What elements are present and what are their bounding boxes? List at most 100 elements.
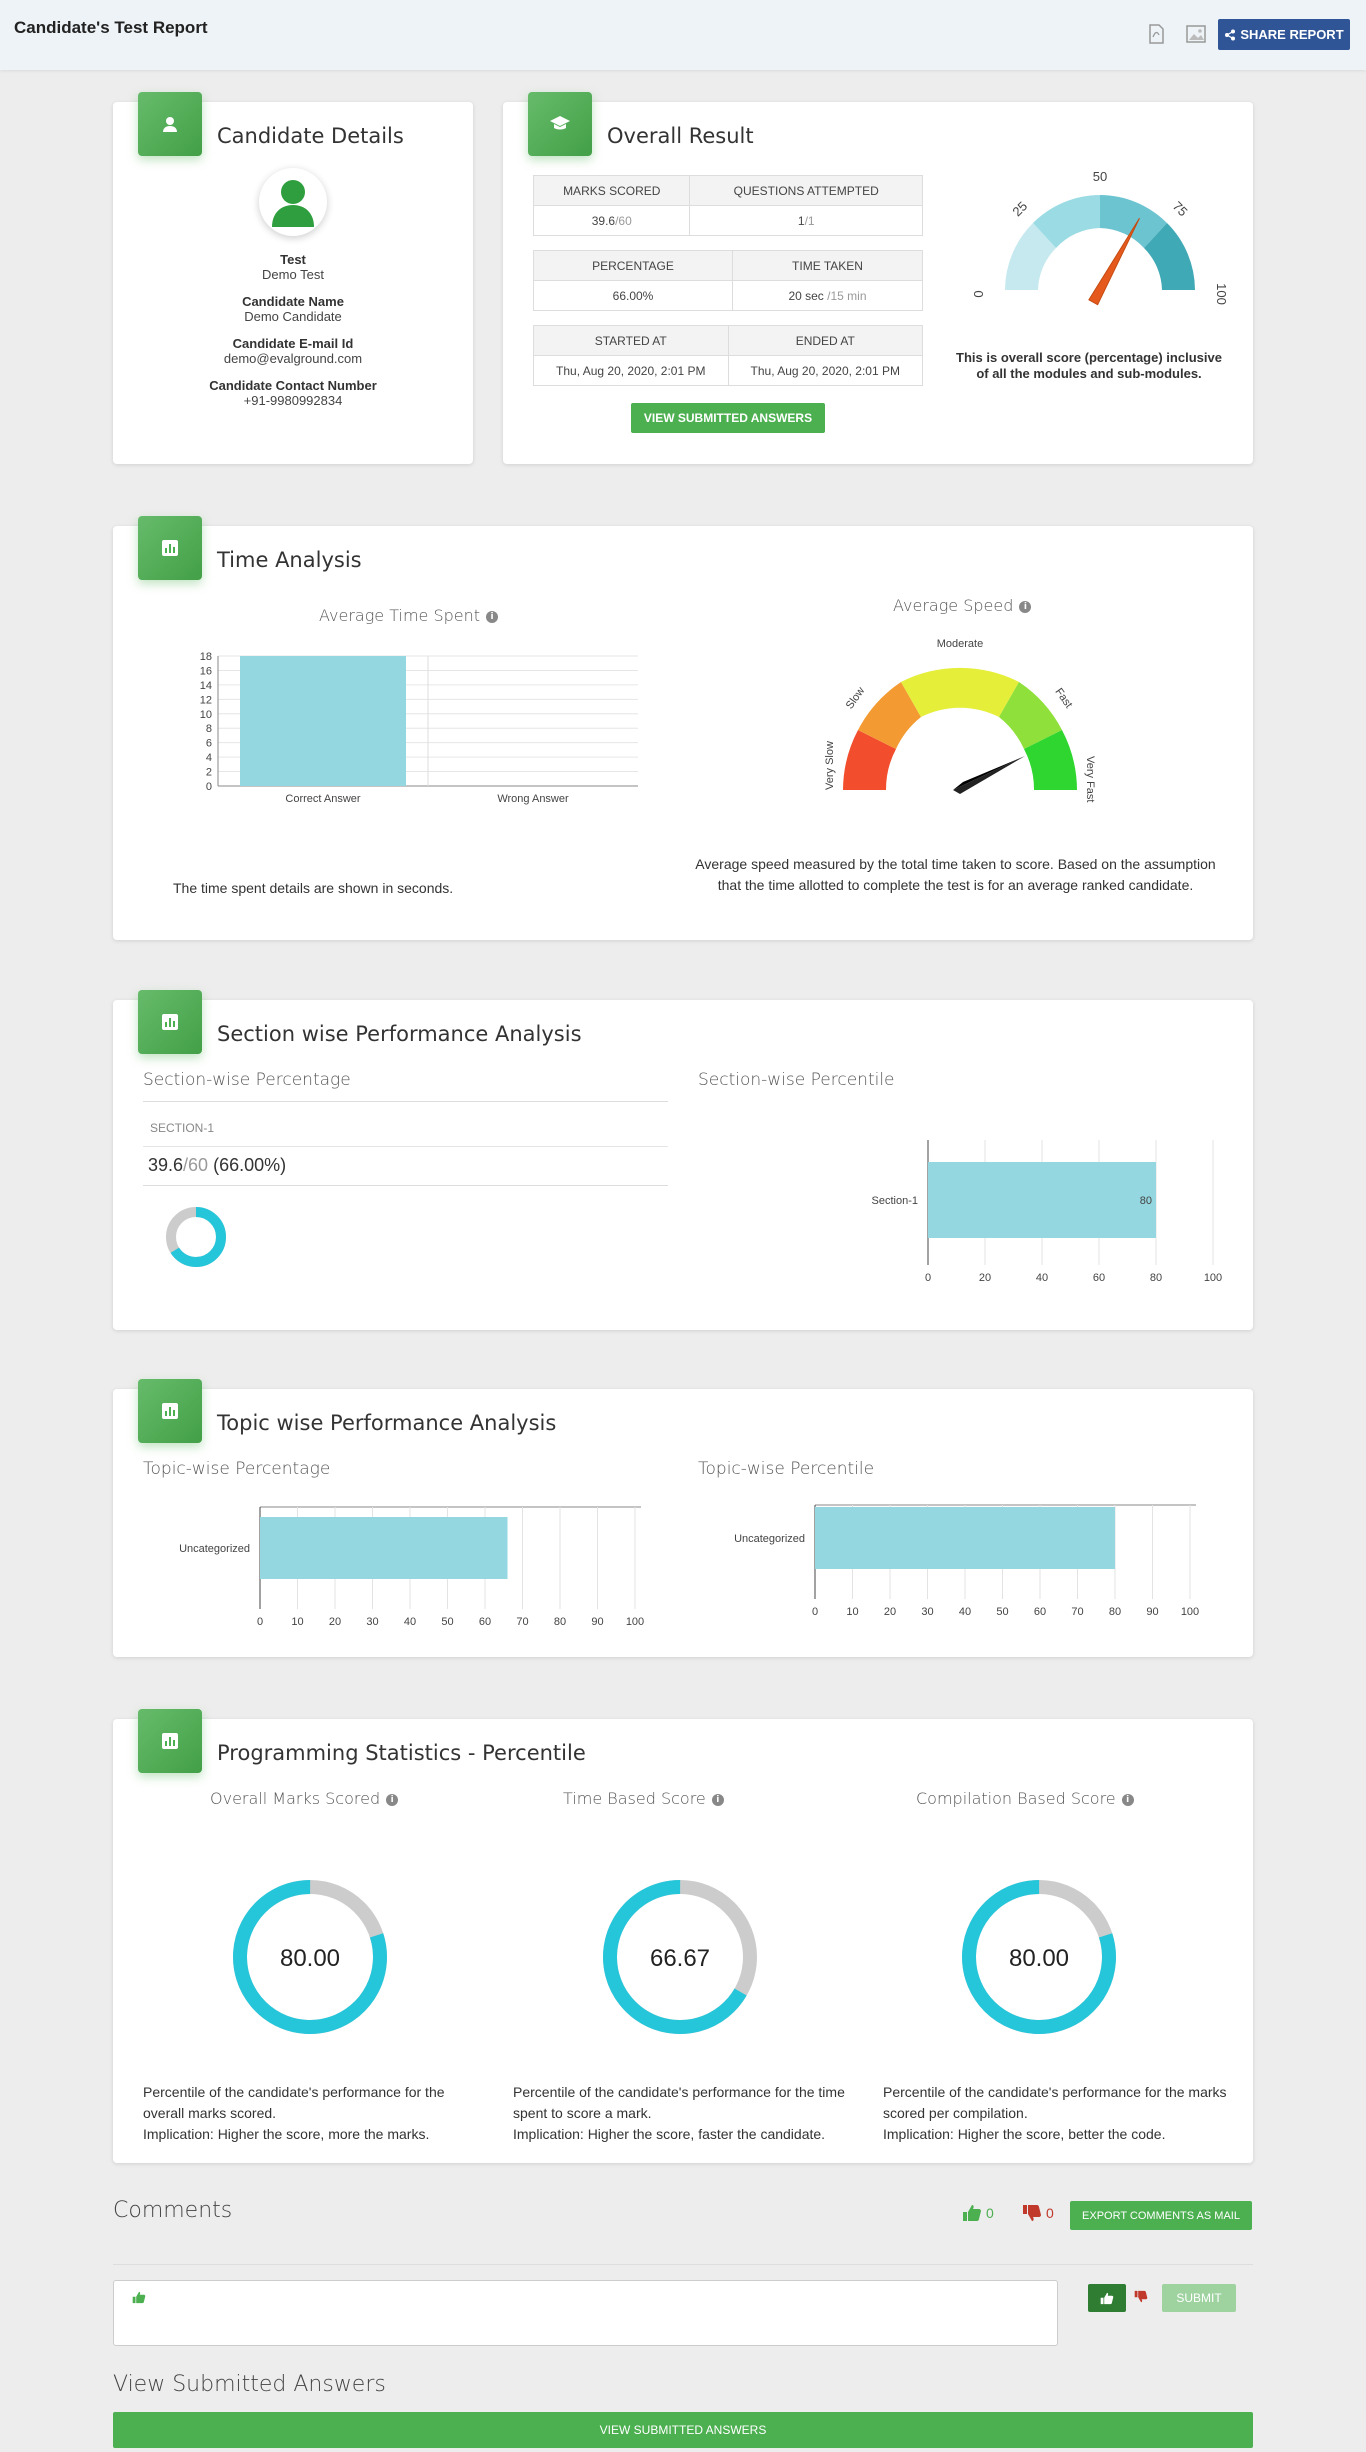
pdf-download-icon[interactable] bbox=[1142, 20, 1170, 48]
comment-textarea[interactable] bbox=[113, 2280, 1058, 2346]
marks-scored-header: MARKS SCORED bbox=[532, 175, 691, 206]
marks-total: /60 bbox=[615, 213, 632, 228]
y-tick-label: 6 bbox=[206, 738, 212, 750]
x-tick-label: Wrong Answer bbox=[497, 793, 569, 805]
compilation-score-value: 80.00 bbox=[1009, 1945, 1069, 1972]
section-percentile-title: Section-wise Percentile bbox=[698, 1070, 895, 1090]
section-performance-title: Section wise Performance Analysis bbox=[217, 1022, 582, 1046]
info-icon[interactable]: i bbox=[1019, 600, 1032, 613]
export-comments-button[interactable]: EXPORT COMMENTS AS MAIL bbox=[1070, 2201, 1252, 2230]
ended-at-value: Thu, Aug 20, 2020, 2:01 PM bbox=[727, 355, 923, 386]
x-tick-label: 10 bbox=[846, 1606, 858, 1618]
overall-marks-desc-text: Percentile of the candidate's performanc… bbox=[143, 2084, 445, 2121]
percentage-header: PERCENTAGE bbox=[533, 250, 733, 281]
share-report-button[interactable]: SHARE REPORT bbox=[1218, 19, 1350, 50]
person-badge-icon bbox=[138, 92, 202, 156]
x-tick-label: 10 bbox=[291, 1616, 303, 1628]
info-icon[interactable]: i bbox=[1121, 1793, 1134, 1806]
x-tick-label: 50 bbox=[996, 1606, 1008, 1618]
programming-statistics-title: Programming Statistics - Percentile bbox=[217, 1741, 586, 1765]
likes-count[interactable]: 0 bbox=[962, 2204, 994, 2222]
x-tick-label: 80 bbox=[1109, 1606, 1121, 1618]
gauge-segment-4 bbox=[1144, 223, 1195, 290]
view-submitted-answers-bottom-button[interactable]: VIEW SUBMITTED ANSWERS bbox=[113, 2412, 1253, 2448]
divider bbox=[113, 2264, 1253, 2265]
y-tick-label: 14 bbox=[200, 680, 212, 692]
compilation-score-desc-text: Percentile of the candidate's performanc… bbox=[883, 2084, 1227, 2121]
compilation-score-desc: Percentile of the candidate's performanc… bbox=[883, 2082, 1233, 2145]
time-based-score-donut: 66.67 bbox=[603, 1880, 757, 2034]
overall-marks-title: Overall Marks Scored i bbox=[210, 1789, 399, 1808]
speed-label-fast: Fast bbox=[1052, 686, 1074, 710]
test-value: Demo Test bbox=[262, 267, 324, 282]
info-icon[interactable]: i bbox=[386, 1793, 399, 1806]
x-tick-label: 100 bbox=[1204, 1272, 1222, 1284]
overall-marks-label: Overall Marks Scored bbox=[210, 1789, 381, 1808]
timestamps-table: STARTED AT ENDED AT Thu, Aug 20, 2020, 2:… bbox=[533, 325, 923, 386]
thumbs-up-icon bbox=[963, 2205, 981, 2221]
questions-attempted-value: 1/1 bbox=[689, 205, 923, 236]
y-tick-label: 16 bbox=[200, 665, 212, 677]
likes-value: 0 bbox=[986, 2205, 994, 2221]
x-tick-label: 0 bbox=[925, 1272, 931, 1284]
speed-fast-segment bbox=[999, 682, 1062, 749]
speed-very-fast-segment bbox=[1024, 730, 1077, 790]
x-tick-label: 100 bbox=[1181, 1606, 1199, 1618]
view-submitted-answers-button[interactable]: VIEW SUBMITTED ANSWERS bbox=[631, 403, 825, 433]
time-based-score-desc: Percentile of the candidate's performanc… bbox=[513, 2082, 863, 2145]
section-score-pct: (66.00%) bbox=[213, 1155, 287, 1175]
y-tick-label: 2 bbox=[206, 767, 212, 779]
ended-at-header: ENDED AT bbox=[727, 325, 923, 356]
section-percentage-donut bbox=[166, 1207, 226, 1267]
compilation-score-title: Compilation Based Score i bbox=[916, 1789, 1134, 1808]
x-tick-label: 90 bbox=[1146, 1606, 1158, 1618]
bar-uncategorized bbox=[815, 1507, 1115, 1569]
donut-fill bbox=[166, 1207, 226, 1267]
topic-percentage-chart: 0 10 20 30 40 50 60 70 80 90 100 Uncategorized bbox=[179, 1506, 644, 1628]
dislikes-count[interactable]: 0 bbox=[1022, 2204, 1054, 2222]
dislike-toggle-button[interactable] bbox=[1134, 2290, 1148, 2308]
gauge-tick-25: 25 bbox=[1009, 198, 1030, 219]
compilation-score-donut: 80.00 bbox=[962, 1880, 1116, 2034]
time-based-score-implication: Implication: Higher the score, faster th… bbox=[513, 2126, 826, 2142]
view-answers-title: View Submitted Answers bbox=[113, 2372, 386, 2397]
time-based-score-value: 66.67 bbox=[650, 1945, 710, 1972]
x-tick-label: 30 bbox=[366, 1616, 378, 1628]
info-icon[interactable]: i bbox=[486, 610, 499, 623]
overall-marks-implication: Implication: Higher the score, more the … bbox=[143, 2126, 430, 2142]
speed-needle-shadow bbox=[953, 756, 1025, 794]
gauge-segment-1 bbox=[1005, 223, 1056, 290]
x-tick-label: 40 bbox=[959, 1606, 971, 1618]
user-avatar-icon bbox=[272, 180, 314, 227]
x-tick-label: 60 bbox=[1034, 1606, 1046, 1618]
x-tick-label: 40 bbox=[404, 1616, 416, 1628]
x-tick-label: Correct Answer bbox=[285, 793, 361, 805]
compilation-score-implication: Implication: Higher the score, better th… bbox=[883, 2126, 1166, 2142]
x-tick-label: 30 bbox=[921, 1606, 933, 1618]
y-tick-label: 12 bbox=[200, 694, 212, 706]
questions-attempted-header: QUESTIONS ATTEMPTED bbox=[689, 175, 923, 206]
chart-badge-icon bbox=[138, 516, 202, 580]
chart-badge-icon bbox=[138, 1709, 202, 1773]
x-tick-label: 0 bbox=[812, 1606, 818, 1618]
y-tick-label: 18 bbox=[200, 651, 212, 663]
topic-percentile-chart: 0 10 20 30 40 50 60 70 80 90 100 Uncategorized bbox=[734, 1504, 1199, 1618]
overall-marks-value: 80.00 bbox=[280, 1945, 340, 1972]
like-toggle-button[interactable] bbox=[1088, 2284, 1126, 2312]
submit-comment-button[interactable]: SUBMIT bbox=[1162, 2284, 1236, 2312]
topic-performance-card: Topic wise Performance Analysis Topic-wi… bbox=[113, 1379, 1253, 1657]
topic-percentage-title: Topic-wise Percentage bbox=[143, 1459, 331, 1479]
image-download-icon[interactable] bbox=[1182, 20, 1210, 48]
divider bbox=[143, 1185, 668, 1186]
thumbs-up-icon bbox=[132, 2291, 146, 2304]
overall-score-gauge: 0 25 50 75 100 bbox=[971, 169, 1229, 306]
average-time-spent-title: Average Time Spent i bbox=[319, 606, 499, 625]
candidate-name-label: Candidate Name bbox=[242, 294, 344, 309]
time-based-score-desc-text: Percentile of the candidate's performanc… bbox=[513, 2084, 845, 2121]
x-tick-label: 40 bbox=[1036, 1272, 1048, 1284]
top-bar: Candidate's Test Report SHARE REPORT bbox=[0, 0, 1366, 70]
y-tick-label: 0 bbox=[206, 781, 212, 793]
info-icon[interactable]: i bbox=[711, 1793, 724, 1806]
average-speed-gauge: Very Slow Slow Moderate Fast Very Fast bbox=[824, 638, 1096, 802]
section-score: 39.6/60 (66.00%) bbox=[148, 1155, 286, 1176]
